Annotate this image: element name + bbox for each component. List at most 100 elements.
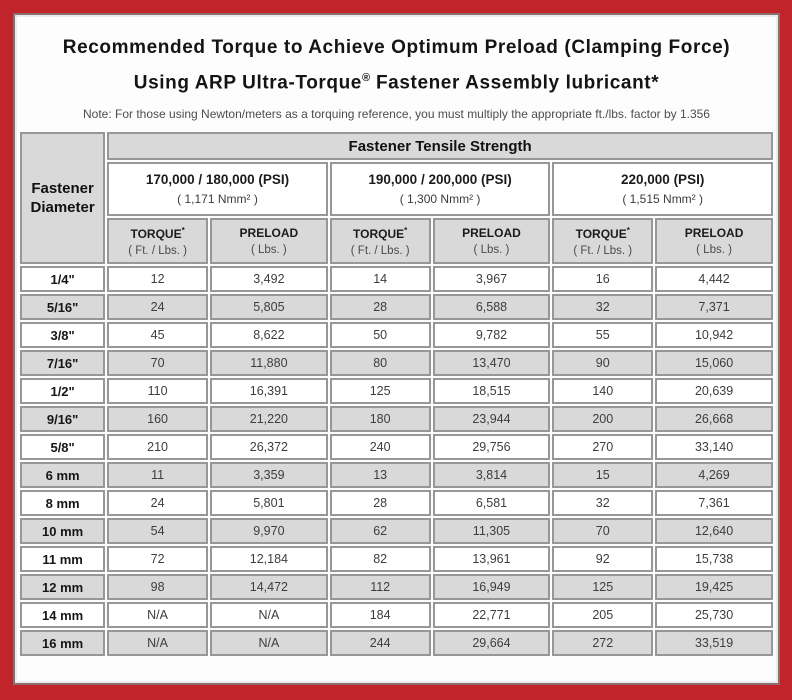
preload-value-cell: 8,622 bbox=[209, 322, 328, 349]
torque-value-cell: 62 bbox=[329, 518, 431, 545]
torque-value-cell: 72 bbox=[107, 546, 208, 573]
diameter-cell: 11 mm bbox=[20, 546, 106, 573]
corner-header-line-1: Fastener bbox=[31, 180, 94, 198]
preload-value-cell: 29,756 bbox=[432, 434, 551, 461]
table-row: 5/16" 24 5,805 28 6,588 32 7,371 bbox=[20, 294, 773, 321]
diameter-cell: 3/8" bbox=[20, 322, 106, 349]
torque-value-cell: 24 bbox=[107, 490, 208, 517]
torque-value-cell: 184 bbox=[329, 602, 431, 629]
preload-value-cell: 15,738 bbox=[655, 546, 773, 573]
preload-column-header-2: PRELOAD ( Lbs. ) bbox=[432, 218, 551, 265]
diameter-cell: 1/2" bbox=[20, 378, 106, 405]
tensile-strength-header: Fastener Tensile Strength bbox=[107, 132, 773, 161]
preload-value-cell: 6,588 bbox=[432, 294, 551, 321]
psi-label-3: 220,000 (PSI) bbox=[621, 172, 705, 188]
diameter-cell: 8 mm bbox=[20, 490, 106, 517]
torque-value-cell: 210 bbox=[107, 434, 208, 461]
torque-value-cell: 12 bbox=[107, 266, 208, 293]
psi-label-1: 170,000 / 180,000 (PSI) bbox=[145, 172, 290, 188]
preload-unit-3: ( Lbs. ) bbox=[696, 244, 732, 257]
table-body: 1/4" 12 3,492 14 3,967 16 4,442 5/16" 24 5,805 28 6… bbox=[20, 266, 773, 657]
torque-value-cell: 32 bbox=[552, 294, 654, 321]
torque-value-cell: 24 bbox=[107, 294, 208, 321]
preload-value-cell: 12,184 bbox=[209, 546, 328, 573]
preload-value-cell: N/A bbox=[209, 602, 328, 629]
torque-value-cell: 92 bbox=[552, 546, 654, 573]
torque-value-cell: 15 bbox=[552, 462, 654, 489]
torque-value-cell: 70 bbox=[107, 350, 208, 377]
preload-unit-2: ( Lbs. ) bbox=[473, 244, 510, 257]
preload-value-cell: 29,664 bbox=[432, 630, 551, 657]
torque-value-cell: 14 bbox=[329, 266, 431, 293]
torque-unit-2: ( Ft. / Lbs. ) bbox=[350, 244, 410, 257]
torque-value-cell: 244 bbox=[329, 630, 431, 657]
table-row: 10 mm 54 9,970 62 11,305 70 12,640 bbox=[20, 518, 773, 545]
preload-value-cell: 4,269 bbox=[655, 462, 773, 489]
torque-value-cell: 50 bbox=[329, 322, 431, 349]
torque-value-cell: 13 bbox=[329, 462, 431, 489]
preload-value-cell: 20,639 bbox=[655, 378, 773, 405]
psi-label-2: 190,000 / 200,000 (PSI) bbox=[368, 172, 512, 188]
torque-column-header-3: TORQUE* ( Ft. / Lbs. ) bbox=[552, 218, 654, 265]
torque-value-cell: 205 bbox=[552, 602, 654, 629]
preload-value-cell: 21,220 bbox=[209, 406, 328, 433]
diameter-cell: 12 mm bbox=[20, 574, 106, 601]
torque-value-cell: 55 bbox=[552, 322, 654, 349]
preload-value-cell: 3,967 bbox=[432, 266, 551, 293]
torque-value-cell: 32 bbox=[552, 490, 654, 517]
corner-header-fastener-diameter: Fastener Diameter bbox=[20, 132, 106, 265]
table-row: 14 mm N/A N/A 184 22,771 205 25,730 bbox=[20, 602, 773, 629]
preload-unit-1: ( Lbs. ) bbox=[250, 244, 287, 257]
preload-value-cell: 4,442 bbox=[655, 266, 773, 293]
preload-value-cell: 12,640 bbox=[655, 518, 773, 545]
title-line-2: Using ARP Ultra-Torque® Fastener Assembl… bbox=[18, 63, 775, 98]
torque-value-cell: 200 bbox=[552, 406, 654, 433]
table-row: 11 mm 72 12,184 82 13,961 92 15,738 bbox=[20, 546, 773, 573]
preload-value-cell: 13,470 bbox=[432, 350, 551, 377]
table-row: 6 mm 11 3,359 13 3,814 15 4,269 bbox=[20, 462, 773, 489]
torque-value-cell: 240 bbox=[329, 434, 431, 461]
preload-value-cell: 26,372 bbox=[209, 434, 328, 461]
torque-value-cell: 160 bbox=[107, 406, 208, 433]
table-row: 16 mm N/A N/A 244 29,664 272 33,519 bbox=[20, 630, 773, 657]
tensile-strength-row: Fastener Diameter Fastener Tensile Stren… bbox=[20, 132, 773, 265]
preload-value-cell: 3,814 bbox=[432, 462, 551, 489]
preload-value-cell: 10,942 bbox=[655, 322, 773, 349]
diameter-cell: 1/4" bbox=[20, 266, 106, 293]
preload-column-header-3: PRELOAD ( Lbs. ) bbox=[655, 218, 773, 265]
preload-value-cell: 9,782 bbox=[432, 322, 551, 349]
preload-value-cell: 22,771 bbox=[432, 602, 551, 629]
torque-value-cell: 28 bbox=[329, 294, 431, 321]
diameter-cell: 5/16" bbox=[20, 294, 106, 321]
nmm-label-1: ( 1,171 Nmm² ) bbox=[177, 192, 258, 207]
preload-value-cell: 3,359 bbox=[209, 462, 328, 489]
preload-value-cell: N/A bbox=[209, 630, 328, 657]
table-row: 1/4" 12 3,492 14 3,967 16 4,442 bbox=[20, 266, 773, 293]
preload-value-cell: 26,668 bbox=[655, 406, 773, 433]
preload-value-cell: 23,944 bbox=[432, 406, 551, 433]
preload-value-cell: 7,371 bbox=[655, 294, 773, 321]
diameter-cell: 7/16" bbox=[20, 350, 106, 377]
preload-value-cell: 16,391 bbox=[209, 378, 328, 405]
table-row: 3/8" 45 8,622 50 9,782 55 10,942 bbox=[20, 322, 773, 349]
torque-value-cell: 16 bbox=[552, 266, 654, 293]
table-row: 7/16" 70 11,880 80 13,470 90 15,060 bbox=[20, 350, 773, 377]
psi-group-row: 170,000 / 180,000 (PSI) ( 1,171 Nmm² ) 1… bbox=[20, 162, 773, 217]
torque-value-cell: 110 bbox=[107, 378, 208, 405]
torque-value-cell: 180 bbox=[329, 406, 431, 433]
preload-value-cell: 5,805 bbox=[209, 294, 328, 321]
diameter-cell: 5/8" bbox=[20, 434, 106, 461]
column-header-row: TORQUE* ( Ft. / Lbs. ) PRELOAD ( Lbs. ) … bbox=[20, 218, 773, 265]
title-line-2-text: Using ARP Ultra-Torque bbox=[133, 72, 362, 94]
torque-value-cell: 11 bbox=[107, 462, 208, 489]
torque-value-cell: 45 bbox=[107, 322, 208, 349]
diameter-cell: 6 mm bbox=[20, 462, 106, 489]
torque-value-cell: 98 bbox=[107, 574, 208, 601]
corner-header-line-2: Diameter bbox=[30, 199, 95, 217]
preload-value-cell: 33,140 bbox=[655, 434, 773, 461]
preload-value-cell: 7,361 bbox=[655, 490, 773, 517]
table-row: 8 mm 24 5,801 28 6,581 32 7,361 bbox=[20, 490, 773, 517]
torque-column-header-1: TORQUE* ( Ft. / Lbs. ) bbox=[107, 218, 208, 265]
psi-group-header-2: 190,000 / 200,000 (PSI) ( 1,300 Nmm² ) bbox=[329, 162, 551, 217]
torque-value-cell: 140 bbox=[552, 378, 654, 405]
